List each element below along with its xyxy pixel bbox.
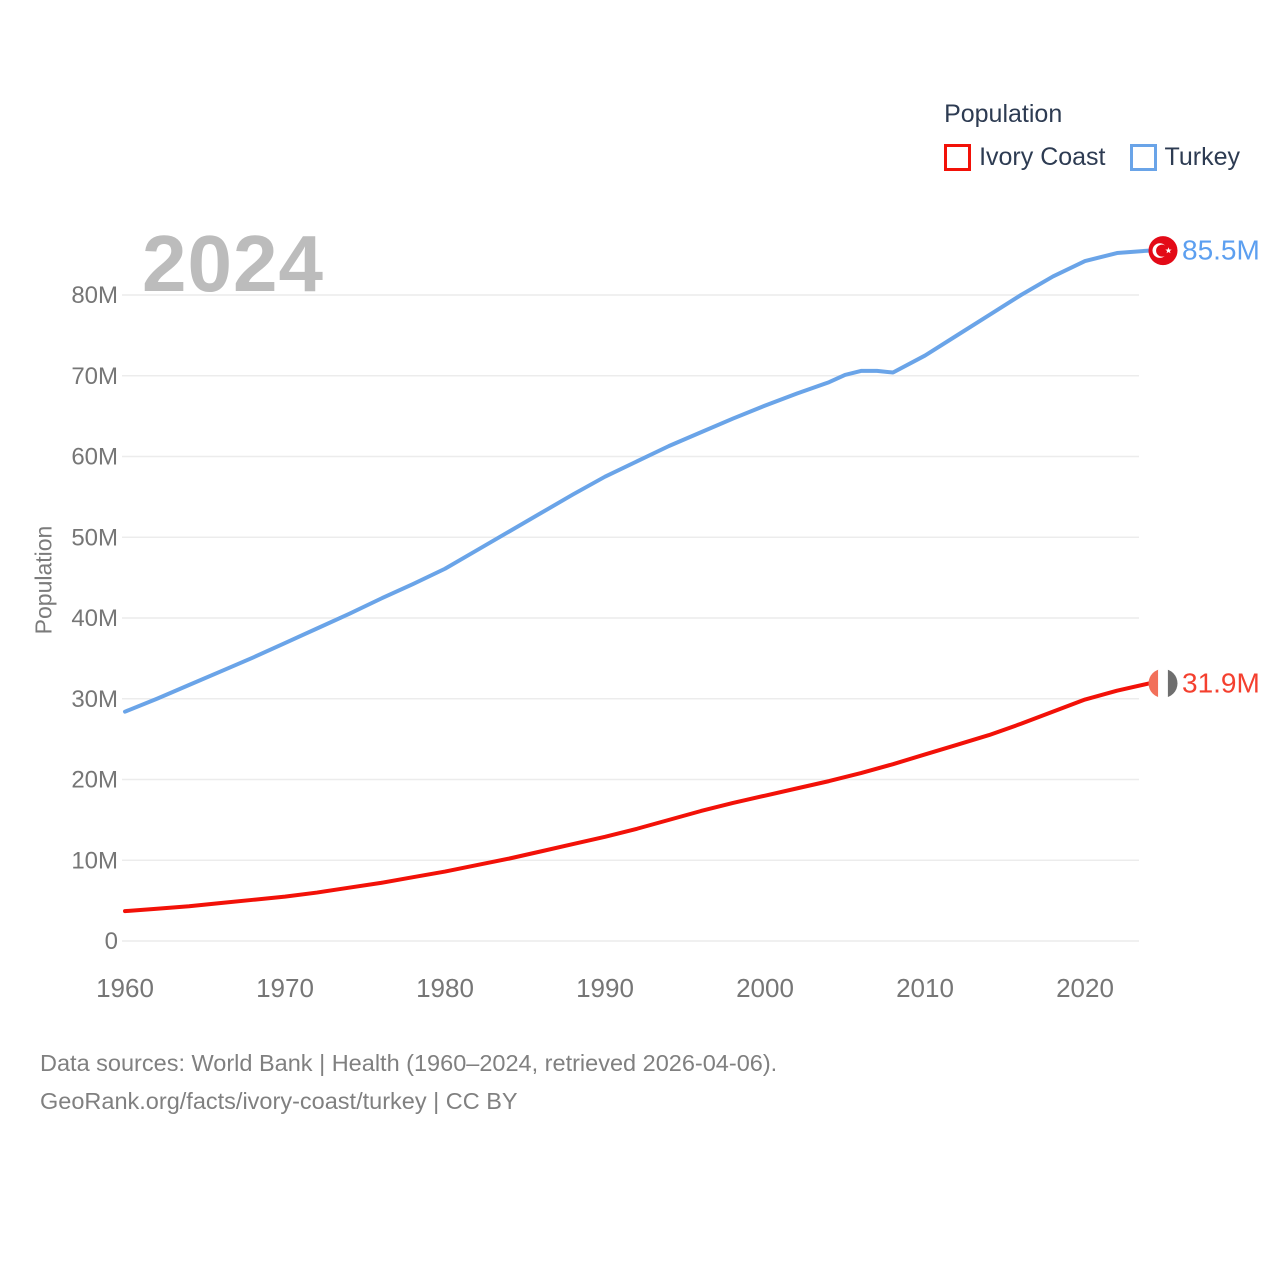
x-tick-label: 1990 [576,973,634,1003]
turkey-end-value-label: 85.5M [1182,235,1260,266]
legend-item-ivory-coast[interactable]: Ivory Coast [944,143,1106,172]
turkey-swatch-icon [1129,144,1157,171]
y-tick-label: 70M [71,363,118,390]
legend-item-turkey[interactable]: Turkey [1129,143,1240,172]
ivory-coast-flag-icon [1148,668,1178,698]
ivory-coast-line [123,681,1151,914]
watermark-year: 2024 [142,219,324,308]
ivory-coast-end-value-label: 31.9M [1182,667,1260,698]
y-tick-label: 40M [71,605,118,632]
x-tick-label: 1960 [96,973,154,1003]
x-tick-label: 2020 [1056,973,1114,1003]
legend: Population Ivory Coast Turkey [944,100,1240,172]
footer: Data sources: World Bank | Health (1960–… [40,1044,777,1120]
legend-item-label: Ivory Coast [979,143,1106,171]
legend-title: Population [944,100,1063,128]
x-tick-label: 1980 [416,973,474,1003]
footer-attribution-line: GeoRank.org/facts/ivory-coast/turkey | C… [40,1088,518,1114]
ivory-coast-swatch-icon [944,144,972,171]
y-tick-label: 0 [105,928,118,955]
y-tick-label: 30M [71,686,118,713]
y-tick-label: 80M [71,282,118,309]
y-tick-label: 20M [71,767,118,794]
x-tick-label: 1970 [256,973,314,1003]
footer-sources-line: Data sources: World Bank | Health (1960–… [40,1050,778,1076]
legend-items: Ivory Coast Turkey [944,143,1240,172]
turkey-line [123,248,1151,714]
x-tick-label: 2010 [896,973,954,1003]
y-tick-label: 10M [71,847,118,874]
legend-item-label: Turkey [1164,143,1240,171]
turkey-flag-icon [1148,236,1178,266]
y-tick-label: 60M [71,444,118,471]
x-tick-label: 2000 [736,973,794,1003]
y-tick-label: 50M [71,524,118,551]
